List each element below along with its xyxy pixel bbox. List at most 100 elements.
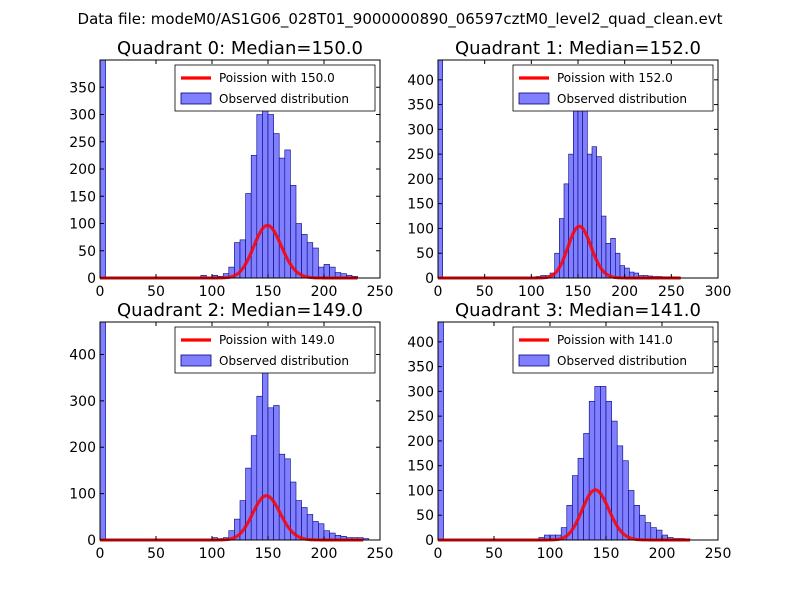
x-tick-label: 100: [537, 546, 564, 562]
y-tick-label: 0: [87, 271, 96, 287]
legend: Poission with 141.0 Observed distribution: [512, 326, 714, 374]
histogram-bar: [563, 183, 569, 279]
y-tick-label: 250: [407, 409, 434, 425]
histogram-bar: [278, 157, 286, 279]
x-tick-label: 100: [199, 284, 226, 300]
y-tick-label: 150: [407, 459, 434, 475]
y-tick-label: 100: [69, 217, 96, 233]
legend-bar-label: Observed distribution: [557, 354, 687, 368]
legend-bar-label: Observed distribution: [219, 92, 349, 106]
legend-curve-label: Poission with 150.0: [219, 71, 335, 85]
histogram-bar: [278, 453, 286, 541]
histogram-bar: [273, 133, 280, 279]
histogram-bar: [619, 265, 625, 279]
quadrant-0-histogram: Quadrant 0: Median=150.0 0 50 100 150 200 250 0…: [69, 38, 393, 300]
y-tick-label: 100: [407, 221, 434, 237]
histogram-bar: [600, 386, 607, 541]
histogram-bar: [577, 457, 584, 541]
plot-title: Quadrant 1: Median=152.0: [455, 38, 701, 59]
y-tick-label: 350: [69, 80, 96, 96]
plot-title: Quadrant 3: Median=141.0: [455, 300, 701, 321]
histogram-bar: [644, 522, 652, 541]
y-tick-label: 300: [407, 384, 434, 400]
y-tick-label: 100: [69, 487, 96, 503]
x-tick-label: 50: [147, 284, 165, 300]
x-tick-label: 50: [147, 546, 165, 562]
histogram-bar: [650, 527, 657, 541]
quadrant-1-histogram: Quadrant 1: Median=152.0 0 50 100 150 200 250 3…: [407, 38, 731, 300]
histogram-bar: [312, 247, 319, 279]
y-tick-label: 200: [407, 172, 434, 188]
histogram-bar: [256, 395, 263, 541]
x-tick-label: 150: [593, 546, 620, 562]
histogram-bar: [437, 321, 444, 541]
histogram-bar: [588, 400, 596, 541]
x-tick-label: 200: [311, 284, 338, 300]
x-tick-label: 100: [199, 546, 226, 562]
y-tick-label: 400: [407, 73, 434, 89]
y-tick-label: 350: [407, 360, 434, 376]
x-tick-label: 200: [311, 546, 338, 562]
figure-title: Data file: modeM0/AS1G06_028T01_90000008…: [78, 10, 723, 29]
y-tick-label: 200: [69, 162, 96, 178]
histogram-bar: [573, 104, 579, 279]
legend-bar-swatch: [180, 92, 212, 105]
histogram-bar: [318, 523, 325, 541]
quadrant-2-histogram: Quadrant 2: Median=149.0 0 50 100 150 200 250 0…: [69, 300, 393, 562]
histogram-bar: [622, 460, 629, 541]
x-tick-label: 100: [518, 284, 545, 300]
x-tick-label: 0: [434, 284, 443, 300]
x-tick-label: 50: [476, 284, 494, 300]
y-tick-label: 350: [407, 98, 434, 114]
y-tick-label: 50: [78, 244, 96, 260]
x-tick-label: 0: [434, 546, 443, 562]
x-tick-label: 50: [485, 546, 503, 562]
x-tick-label: 250: [705, 546, 732, 562]
histogram-bar: [610, 238, 616, 279]
histogram-bar: [256, 114, 263, 279]
y-tick-label: 300: [69, 108, 96, 124]
y-tick-label: 300: [69, 394, 96, 410]
histogram-bar: [437, 59, 443, 279]
histogram-bar: [262, 344, 269, 541]
legend: Poission with 150.0 Observed distribution: [174, 64, 376, 112]
y-tick-label: 400: [407, 335, 434, 351]
legend-bar-swatch: [518, 354, 550, 367]
x-tick-label: 0: [96, 546, 105, 562]
histogram-bar: [605, 400, 612, 541]
histogram-bar: [323, 264, 330, 279]
x-tick-label: 200: [649, 546, 676, 562]
histogram-bar: [245, 467, 252, 541]
x-tick-label: 250: [367, 284, 394, 300]
histogram-bar: [583, 433, 590, 541]
histogram-bar: [329, 266, 336, 279]
y-tick-label: 250: [407, 147, 434, 163]
x-tick-label: 200: [611, 284, 638, 300]
x-tick-label: 250: [367, 546, 394, 562]
histogram-bar: [639, 514, 646, 541]
y-tick-label: 50: [416, 508, 434, 524]
x-tick-label: 150: [255, 284, 282, 300]
legend-bar-label: Observed distribution: [557, 92, 687, 106]
legend-curve-label: Poission with 141.0: [557, 333, 673, 347]
y-tick-label: 200: [407, 434, 434, 450]
histogram-bar: [312, 521, 319, 541]
histogram-bar: [267, 114, 274, 279]
legend-bar-swatch: [180, 354, 212, 367]
y-tick-label: 150: [69, 189, 96, 205]
histogram-bar: [250, 435, 258, 541]
histogram-bar: [273, 405, 280, 541]
x-tick-label: 300: [705, 284, 732, 300]
legend-curve-label: Poission with 152.0: [557, 71, 673, 85]
axes-frame: [99, 321, 381, 541]
y-tick-label: 200: [69, 440, 96, 456]
histogram-bar: [306, 514, 314, 541]
histogram-bar: [615, 252, 621, 279]
x-tick-label: 250: [658, 284, 685, 300]
histogram-bar: [306, 242, 314, 279]
y-tick-label: 400: [69, 347, 96, 363]
y-tick-label: 100: [407, 483, 434, 499]
legend: Poission with 149.0 Observed distribution: [174, 326, 376, 374]
histogram-bar: [250, 155, 258, 279]
histogram-bar: [587, 153, 593, 279]
